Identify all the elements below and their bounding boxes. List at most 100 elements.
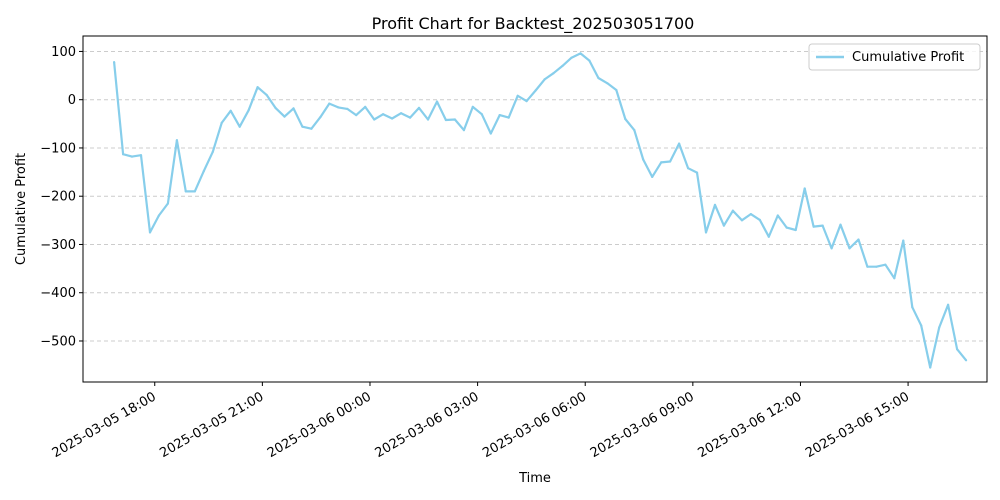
data-point	[704, 231, 708, 234]
x-axis-label: Time	[518, 471, 551, 486]
x-tick-label: 2025-03-05 18:00	[50, 389, 159, 461]
y-tick-label: −200	[40, 190, 76, 205]
data-point	[875, 265, 878, 268]
data-point	[471, 105, 474, 108]
data-point	[193, 190, 196, 193]
data-point	[283, 115, 286, 118]
data-point	[947, 303, 950, 306]
data-point	[400, 112, 403, 115]
data-point	[462, 129, 465, 132]
data-point	[498, 114, 501, 117]
data-point	[292, 107, 295, 110]
data-point	[911, 306, 914, 309]
data-point	[346, 107, 349, 110]
data-point	[409, 116, 412, 119]
x-tick-label: 2025-03-06 09:00	[588, 389, 697, 461]
data-point	[157, 214, 160, 217]
data-point	[633, 129, 636, 132]
data-point	[220, 121, 223, 124]
data-point	[534, 89, 537, 92]
data-point	[175, 139, 178, 142]
data-point	[606, 82, 609, 85]
data-point	[202, 170, 205, 173]
y-tick-label: −500	[40, 334, 76, 349]
legend-label-cumulative-profit: Cumulative Profit	[852, 50, 964, 65]
series-line-cumulative-profit	[113, 52, 967, 369]
y-tick-label: 0	[68, 93, 76, 108]
data-point	[265, 93, 268, 96]
y-tick-label: −100	[40, 141, 76, 156]
data-point	[561, 64, 564, 67]
data-point	[740, 219, 744, 222]
data-point	[525, 100, 528, 103]
data-point	[687, 167, 690, 170]
data-point	[713, 203, 717, 206]
data-point	[507, 116, 510, 119]
data-point	[857, 238, 860, 241]
data-point	[364, 105, 367, 108]
data-point	[444, 118, 447, 122]
data-point	[489, 132, 492, 135]
data-point	[597, 76, 600, 80]
data-point	[938, 326, 941, 329]
data-point	[803, 187, 806, 190]
data-point	[328, 102, 331, 105]
data-point	[929, 366, 932, 369]
data-point	[839, 223, 842, 226]
data-point	[382, 113, 385, 116]
series-layer	[113, 52, 968, 369]
data-point	[956, 348, 959, 351]
data-point	[848, 247, 851, 250]
data-point	[166, 202, 169, 205]
x-tick-label: 2025-03-06 15:00	[803, 389, 912, 461]
data-point	[830, 247, 833, 250]
data-point	[695, 171, 699, 174]
data-point	[148, 231, 152, 234]
data-point	[435, 100, 439, 103]
y-axis-label: Cumulative Profit	[14, 153, 29, 265]
y-gridlines	[83, 50, 987, 342]
data-point	[552, 72, 555, 75]
data-point	[731, 209, 735, 212]
data-point	[543, 78, 546, 81]
y-tick-label: −300	[40, 238, 76, 253]
data-point	[274, 106, 277, 109]
data-point	[122, 153, 125, 156]
data-point	[426, 118, 430, 121]
data-point	[373, 118, 376, 121]
data-point	[319, 116, 322, 119]
chart-title: Profit Chart for Backtest_202503051700	[372, 14, 695, 34]
x-tick-label: 2025-03-06 06:00	[480, 389, 589, 461]
data-point	[893, 277, 896, 280]
data-point	[113, 61, 116, 64]
data-point	[247, 109, 250, 112]
data-point	[722, 224, 726, 227]
data-point	[480, 113, 483, 116]
legend: Cumulative Profit	[808, 43, 981, 71]
plot-frame	[82, 35, 988, 383]
x-tick-label: 2025-03-06 00:00	[265, 389, 374, 461]
data-point	[794, 228, 797, 232]
data-point	[229, 109, 232, 112]
data-point	[184, 190, 187, 193]
data-point	[238, 125, 241, 128]
legend-box	[808, 43, 981, 71]
data-point	[417, 106, 421, 109]
data-point	[453, 118, 456, 121]
data-point	[920, 324, 923, 327]
data-point	[624, 117, 627, 121]
data-point	[570, 56, 573, 59]
data-point	[812, 225, 815, 228]
y-tick-label: 100	[51, 45, 76, 60]
y-axis: 100 0 −100 −200 −300 −400 −500	[40, 45, 83, 349]
data-point	[785, 226, 788, 229]
data-point	[749, 213, 752, 216]
data-point	[355, 114, 358, 117]
data-point	[516, 94, 519, 97]
data-point	[767, 235, 770, 238]
data-point	[139, 154, 143, 157]
data-point	[211, 150, 214, 153]
data-point	[651, 175, 654, 178]
